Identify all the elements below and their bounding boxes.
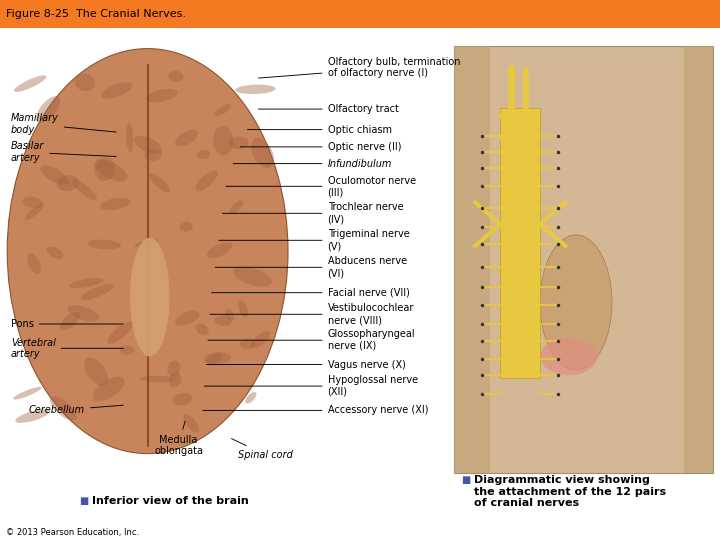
Ellipse shape — [67, 305, 99, 321]
Bar — [684, 46, 713, 472]
Ellipse shape — [168, 71, 184, 82]
Ellipse shape — [540, 235, 612, 370]
Text: ■: ■ — [79, 496, 89, 505]
Ellipse shape — [102, 83, 132, 98]
Ellipse shape — [173, 393, 192, 406]
Ellipse shape — [72, 179, 96, 200]
Ellipse shape — [168, 361, 181, 376]
Ellipse shape — [36, 96, 60, 123]
Ellipse shape — [47, 247, 63, 259]
Text: Inferior view of the brain: Inferior view of the brain — [92, 496, 249, 505]
Ellipse shape — [94, 159, 127, 182]
Bar — [500, 108, 540, 378]
Ellipse shape — [246, 392, 256, 403]
Ellipse shape — [540, 338, 598, 375]
Ellipse shape — [145, 89, 178, 102]
Ellipse shape — [179, 222, 193, 232]
Text: Medulla
oblongata: Medulla oblongata — [154, 421, 203, 456]
Ellipse shape — [56, 175, 79, 191]
Ellipse shape — [93, 377, 125, 401]
Ellipse shape — [207, 242, 233, 258]
Ellipse shape — [195, 171, 218, 191]
Text: ■: ■ — [461, 475, 470, 485]
Ellipse shape — [204, 352, 231, 364]
Text: Pons: Pons — [11, 319, 123, 329]
Ellipse shape — [251, 138, 274, 168]
Text: Infundibulum: Infundibulum — [233, 159, 392, 168]
Ellipse shape — [27, 253, 41, 274]
Text: Trochlear nerve
(IV): Trochlear nerve (IV) — [222, 202, 403, 224]
Text: Oculomotor nerve
(III): Oculomotor nerve (III) — [226, 176, 415, 197]
Text: Olfactory tract: Olfactory tract — [258, 104, 398, 114]
Text: Abducens nerve
(VI): Abducens nerve (VI) — [215, 256, 407, 278]
Text: Optic chiasm: Optic chiasm — [248, 125, 392, 134]
Text: Figure 8-25  The Cranial Nerves.: Figure 8-25 The Cranial Nerves. — [6, 9, 186, 19]
Ellipse shape — [228, 137, 248, 149]
Ellipse shape — [215, 315, 232, 326]
Text: Mamillary
body: Mamillary body — [11, 113, 116, 135]
Ellipse shape — [175, 130, 199, 146]
Ellipse shape — [60, 312, 80, 330]
Ellipse shape — [175, 311, 199, 326]
Ellipse shape — [40, 165, 68, 185]
Ellipse shape — [13, 387, 42, 400]
Bar — [454, 46, 713, 472]
Ellipse shape — [14, 75, 46, 92]
Ellipse shape — [69, 278, 104, 288]
Ellipse shape — [240, 339, 256, 349]
Text: Olfactory bulb, termination
of olfactory nerve (I): Olfactory bulb, termination of olfactory… — [258, 57, 460, 78]
Text: Diagrammatic view showing
the attachment of the 12 pairs
of cranial nerves: Diagrammatic view showing the attachment… — [474, 475, 666, 508]
Ellipse shape — [225, 309, 234, 321]
Ellipse shape — [15, 409, 50, 423]
Text: Cerebellum: Cerebellum — [29, 405, 123, 415]
Text: Optic nerve (II): Optic nerve (II) — [240, 142, 401, 152]
Ellipse shape — [235, 85, 276, 94]
Text: Basilar
artery: Basilar artery — [11, 141, 116, 163]
Ellipse shape — [88, 240, 121, 249]
Ellipse shape — [134, 136, 162, 153]
Ellipse shape — [135, 239, 158, 247]
Ellipse shape — [206, 353, 222, 364]
Ellipse shape — [238, 300, 248, 317]
Text: Spinal cord: Spinal cord — [231, 438, 292, 460]
Ellipse shape — [251, 331, 270, 348]
Text: Vagus nerve (X): Vagus nerve (X) — [207, 360, 405, 369]
Ellipse shape — [197, 150, 210, 159]
Ellipse shape — [168, 372, 181, 387]
Ellipse shape — [22, 197, 43, 208]
Bar — [0, 0, 720, 28]
Text: Facial nerve (VII): Facial nerve (VII) — [212, 288, 410, 298]
Ellipse shape — [84, 357, 108, 386]
Ellipse shape — [7, 49, 288, 454]
Text: Glossopharyngeal
nerve (IX): Glossopharyngeal nerve (IX) — [208, 329, 415, 351]
Ellipse shape — [130, 238, 170, 356]
Ellipse shape — [81, 284, 114, 300]
Ellipse shape — [230, 200, 243, 214]
Ellipse shape — [95, 158, 115, 181]
Ellipse shape — [100, 198, 130, 210]
Text: Vertebral
artery: Vertebral artery — [11, 338, 123, 359]
Ellipse shape — [144, 148, 162, 161]
Text: Hypoglossal nerve
(XII): Hypoglossal nerve (XII) — [204, 375, 418, 397]
Text: © 2013 Pearson Education, Inc.: © 2013 Pearson Education, Inc. — [6, 529, 139, 537]
Bar — [454, 46, 490, 472]
Ellipse shape — [215, 104, 231, 116]
Ellipse shape — [140, 376, 176, 382]
Text: Trigeminal nerve
(V): Trigeminal nerve (V) — [219, 230, 410, 251]
Ellipse shape — [184, 414, 199, 433]
Ellipse shape — [50, 396, 77, 421]
Text: Vestibulocochlear
nerve (VIII): Vestibulocochlear nerve (VIII) — [210, 303, 414, 325]
Ellipse shape — [120, 346, 135, 355]
Ellipse shape — [126, 123, 133, 152]
Ellipse shape — [149, 173, 170, 192]
Ellipse shape — [107, 321, 133, 344]
Bar — [4, 27, 320, 475]
Ellipse shape — [75, 74, 95, 91]
Text: Accessory nerve (XI): Accessory nerve (XI) — [203, 406, 428, 415]
Ellipse shape — [25, 204, 43, 220]
Ellipse shape — [233, 267, 272, 287]
Ellipse shape — [213, 126, 233, 155]
Ellipse shape — [196, 323, 209, 335]
